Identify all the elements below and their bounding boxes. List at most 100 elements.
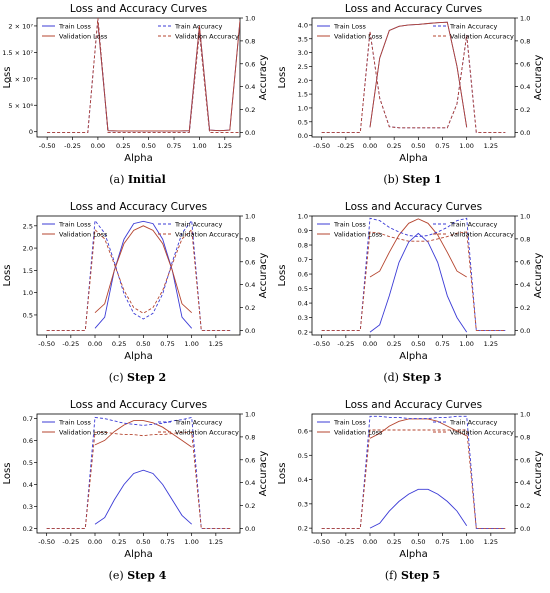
x-tick-label: 1.25 xyxy=(484,142,498,150)
panel-step-2: Loss and Accuracy Curves -0.50 -0.25 0.00 0.… xyxy=(0,198,275,395)
y2-tick-label: 0.4 xyxy=(245,281,255,289)
caption-text: Initial xyxy=(127,173,166,186)
y2-tick-label: 1.0 xyxy=(245,15,255,23)
y-axis-label: Loss xyxy=(2,265,13,287)
y-axis-label: Loss xyxy=(277,67,288,89)
legend-label-train-accuracy: Train Accuracy xyxy=(449,419,497,427)
y2-tick-label: 0.0 xyxy=(520,129,530,137)
y2-tick-label: 0.4 xyxy=(245,479,255,487)
series-validation-loss xyxy=(94,225,193,314)
y-tick-label: 1.5 xyxy=(298,91,308,99)
legend-label-validation-loss: Validation Loss xyxy=(59,429,108,437)
y2-tick-label: 0.4 xyxy=(520,83,530,91)
y-tick-label: 0.5 xyxy=(298,285,308,293)
legend-label-train-loss: Train Loss xyxy=(333,419,367,427)
chart-title: Loss and Accuracy Curves xyxy=(70,3,207,15)
caption-step-1: (b) Step 1 xyxy=(275,173,550,186)
x-tick-label: -0.25 xyxy=(337,538,354,546)
x-tick-label: 0.25 xyxy=(116,142,130,150)
caption-label: (f) xyxy=(384,569,398,582)
chart-title: Loss and Accuracy Curves xyxy=(345,3,482,15)
x-tick-label: 0.75 xyxy=(435,340,449,348)
y2-tick-label: 0.2 xyxy=(520,502,530,510)
y2-tick-label: 1.0 xyxy=(520,213,530,221)
caption-step-4: (e) Step 4 xyxy=(0,569,275,582)
caption-text: Step 4 xyxy=(127,569,167,582)
caption-step-2: (c) Step 2 xyxy=(0,371,275,384)
y-tick-label: 0.7 xyxy=(23,415,33,423)
series-validation-accuracy xyxy=(46,228,231,331)
series-train-loss xyxy=(369,488,468,529)
panel-step-1: Loss and Accuracy Curves -0.50 -0.25 0.00 0.… xyxy=(275,0,550,197)
x-axis-label: Alpha xyxy=(124,351,152,362)
x-tick-label: 0.75 xyxy=(160,538,174,546)
y-tick-label: 0.3 xyxy=(298,500,308,508)
caption-label: (d) xyxy=(383,371,399,384)
y-tick-label: 0.5 xyxy=(23,311,33,319)
chart-title: Loss and Accuracy Curves xyxy=(70,201,207,213)
chart-step-5: Loss and Accuracy Curves -0.50 -0.25 0.00 0.… xyxy=(277,399,544,560)
y2-tick-label: 0.6 xyxy=(245,258,255,266)
legend-label-validation-accuracy: Validation Accuracy xyxy=(450,33,514,41)
panel-step-3: Loss and Accuracy Curves -0.50 -0.25 0.00 0.… xyxy=(275,198,550,395)
series-validation-loss xyxy=(97,20,240,132)
x-tick-label: 0.75 xyxy=(435,142,449,150)
legend-label-train-accuracy: Train Accuracy xyxy=(174,419,222,427)
x-tick-label: -0.50 xyxy=(313,142,330,150)
caption-label: (b) xyxy=(383,173,399,186)
y2-tick-label: 0.2 xyxy=(245,106,255,114)
x-axis-label: Alpha xyxy=(124,549,152,560)
chart-step-1: Loss and Accuracy Curves -0.50 -0.25 0.00 0.… xyxy=(277,3,544,164)
x-tick-label: -0.50 xyxy=(313,340,330,348)
x-tick-label: 1.00 xyxy=(459,142,473,150)
x-tick-label: 1.00 xyxy=(459,340,473,348)
chart-step-2: Loss and Accuracy Curves -0.50 -0.25 0.00 0.… xyxy=(2,201,269,362)
y2-tick-label: 1.0 xyxy=(520,15,530,23)
panel-step-4: Loss and Accuracy Curves -0.50 -0.25 0.00 0.… xyxy=(0,396,275,593)
series-validation-accuracy xyxy=(321,429,506,529)
y-tick-label: 0.4 xyxy=(23,481,33,489)
series-validation-accuracy xyxy=(321,231,506,331)
x-tick-label: 0.25 xyxy=(387,538,401,546)
panel-initial: Loss and Accuracy Curves -0.50 -0.25 0.00 0.… xyxy=(0,0,275,197)
y-axis-label: Loss xyxy=(277,265,288,287)
caption-step-3: (d) Step 3 xyxy=(275,371,550,384)
y-tick-label: 2.5 xyxy=(298,63,308,71)
y2-axis-label: Accuracy xyxy=(533,451,544,497)
series-train-loss xyxy=(94,469,193,525)
panel-step-5: Loss and Accuracy Curves -0.50 -0.25 0.00 0.… xyxy=(275,396,550,593)
series-train-accuracy xyxy=(321,31,506,133)
legend-label-train-loss: Train Loss xyxy=(333,221,367,229)
legend-label-validation-accuracy: Validation Accuracy xyxy=(175,33,239,41)
y2-tick-label: 0.0 xyxy=(245,525,255,533)
y2-tick-label: 0.6 xyxy=(520,456,530,464)
x-tick-label: -0.25 xyxy=(64,142,81,150)
y-tick-label: 1.5 xyxy=(23,267,33,275)
legend-label-validation-accuracy: Validation Accuracy xyxy=(450,231,514,239)
y2-axis-label: Accuracy xyxy=(258,253,269,299)
y-tick-label: 4.0 xyxy=(298,21,308,29)
legend-label-validation-accuracy: Validation Accuracy xyxy=(175,429,239,437)
x-tick-label: 0.75 xyxy=(160,340,174,348)
y-tick-label: 0.8 xyxy=(298,242,308,250)
y-tick-label: 0.6 xyxy=(298,428,308,436)
y-tick-label: 0.3 xyxy=(23,503,33,511)
y2-tick-label: 0.8 xyxy=(520,235,530,243)
x-tick-label: 0.00 xyxy=(91,142,105,150)
y-tick-label: 0.9 xyxy=(298,227,308,235)
series-train-loss xyxy=(94,220,193,329)
y2-tick-label: 0.4 xyxy=(245,83,255,91)
y2-tick-label: 1.0 xyxy=(520,411,530,419)
y2-tick-label: 0.0 xyxy=(245,129,255,137)
x-tick-label: 0.75 xyxy=(435,538,449,546)
y-tick-label: 0.4 xyxy=(298,300,308,308)
y-tick-label: 1.5 × 10⁷ xyxy=(2,49,33,57)
x-tick-label: 0.25 xyxy=(387,340,401,348)
y2-tick-label: 0.8 xyxy=(245,235,255,243)
legend-label-validation-loss: Validation Loss xyxy=(59,33,108,41)
x-axis-label: Alpha xyxy=(399,153,427,164)
y-axis-label: Loss xyxy=(2,463,13,485)
legend-label-train-loss: Train Loss xyxy=(58,419,92,427)
y-tick-label: 0.2 xyxy=(298,329,308,337)
y2-tick-label: 0.6 xyxy=(245,60,255,68)
